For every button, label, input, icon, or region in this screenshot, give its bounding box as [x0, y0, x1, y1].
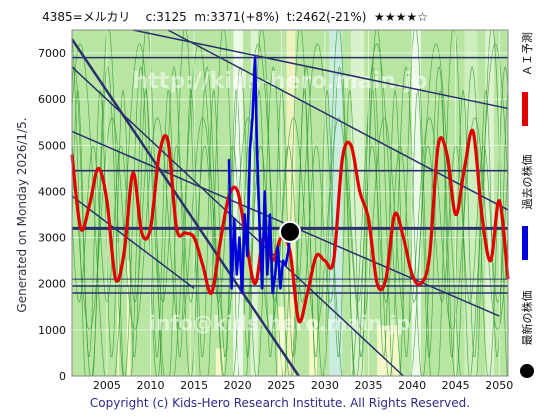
- trend-line: [71, 66, 404, 377]
- chart-title: 4385=メルカリ c:3125 m:3371(+8%) t:2462(-21%…: [42, 10, 428, 24]
- x-tick-label: 2020: [224, 379, 252, 392]
- background-shade: [126, 260, 131, 376]
- black-dot-icon: [520, 364, 534, 378]
- chart-axes: 0 1000 2000 3000 4000 5000 6000 7000 2005 2010 201…: [38, 29, 513, 392]
- blue-line-icon: [522, 226, 528, 260]
- background-shade: [309, 320, 318, 376]
- latest-price-dot: [279, 220, 301, 243]
- ai-forecast-line: [70, 128, 510, 324]
- y-tick-label: 1000: [38, 324, 66, 337]
- x-tick-label: 2010: [136, 379, 164, 392]
- trend-line: [71, 195, 195, 289]
- background-band: [412, 30, 421, 376]
- legend-item-latest: 最新の株価: [512, 288, 542, 388]
- x-tick-label: 2025: [267, 379, 295, 392]
- background-shade: [189, 292, 191, 376]
- y-tick-label: 0: [59, 370, 66, 383]
- y-tick-label: 3000: [38, 232, 66, 245]
- green-cycle-line: [71, 144, 509, 303]
- x-tick-label: 2045: [442, 379, 470, 392]
- legend-item-past: 過去の株価: [512, 148, 542, 288]
- watermark-top: http://kids-hero.main.jp: [133, 69, 428, 94]
- trend-line: [132, 29, 509, 110]
- background-shade: [117, 242, 120, 376]
- background-band: [286, 30, 296, 376]
- x-tick-label: 2015: [180, 379, 208, 392]
- y-tick-label: 4000: [38, 185, 66, 198]
- green-cycle-line: [71, 90, 509, 357]
- x-tick-label: 2040: [398, 379, 426, 392]
- y-tick-label: 2000: [38, 278, 66, 291]
- x-tick-label: 2030: [311, 379, 339, 392]
- red-line-icon: [522, 92, 528, 126]
- copyright-footer: Copyright (c) Kids-Hero Research Institu…: [89, 396, 471, 410]
- legend-item-ai: ＡＩ予測: [512, 28, 542, 148]
- past-price-line: [227, 56, 292, 295]
- background-shade: [215, 348, 224, 376]
- trend-line: [70, 38, 300, 377]
- series-layer: [70, 56, 510, 324]
- legend: ＡＩ予測 過去の株価 最新の株価: [512, 28, 542, 388]
- x-tick-label: 2050: [485, 379, 513, 392]
- y-tick-label: 5000: [38, 139, 66, 152]
- y-tick-label: 7000: [38, 47, 66, 60]
- x-tick-label: 2005: [93, 379, 121, 392]
- green-cycle-line: [71, 117, 509, 331]
- chart-background: [71, 29, 509, 377]
- plot-frame: [71, 29, 509, 377]
- y-tick-label: 6000: [38, 93, 66, 106]
- watermark-bottom: info@kids-hero.main.jp: [149, 311, 410, 335]
- x-tick-label: 2035: [354, 379, 382, 392]
